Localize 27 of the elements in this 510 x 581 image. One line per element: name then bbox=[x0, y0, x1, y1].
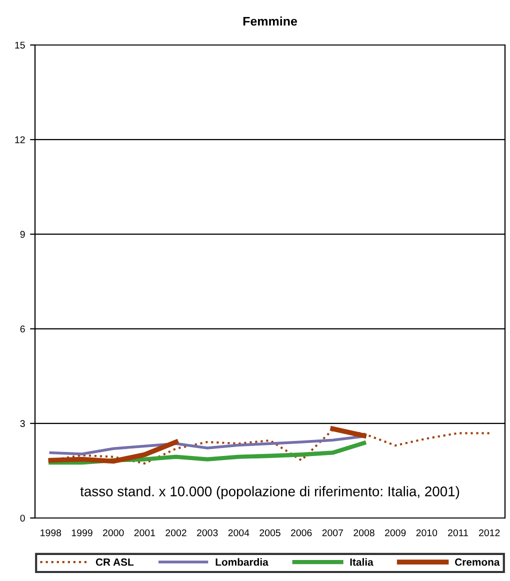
y-tick-label: 9 bbox=[20, 230, 25, 238]
x-tick-label: 2001 bbox=[134, 529, 156, 536]
x-tick-label: 2009 bbox=[385, 529, 406, 536]
legend-label: Lombardia bbox=[216, 558, 268, 566]
x-tick-label: 2012 bbox=[479, 529, 500, 536]
x-tick-label: 2004 bbox=[228, 529, 250, 536]
y-tick-label: 6 bbox=[20, 326, 25, 332]
y-tick-label: 15 bbox=[15, 42, 25, 49]
x-tick-label: 2005 bbox=[260, 529, 280, 536]
x-tick-label: 1999 bbox=[72, 529, 92, 536]
x-tick-label: 2000 bbox=[103, 529, 124, 536]
y-tick-label: 12 bbox=[15, 136, 25, 144]
annotation: tasso stand. x 10.000 (popolazione di riferimento: Italia, 2001) bbox=[80, 486, 460, 500]
x-tick-label: 2010 bbox=[416, 529, 438, 536]
y-tick-label: 0 bbox=[20, 514, 25, 522]
x-tick-label: 2008 bbox=[354, 529, 374, 536]
x-tick-label: 2006 bbox=[291, 529, 312, 536]
y-tick-label: 3 bbox=[20, 420, 25, 428]
x-tick-label: 2011 bbox=[448, 529, 468, 536]
legend-label: Cremona bbox=[455, 558, 500, 566]
x-tick-label: 2003 bbox=[197, 529, 218, 536]
x-tick-label: 1998 bbox=[40, 529, 62, 536]
x-tick-label: 2007 bbox=[322, 529, 343, 536]
chart-title: Femmine bbox=[243, 16, 298, 26]
x-tick-label: 2002 bbox=[166, 529, 186, 536]
legend-label: Italia bbox=[350, 558, 374, 566]
legend-label: CR ASL bbox=[96, 558, 134, 566]
